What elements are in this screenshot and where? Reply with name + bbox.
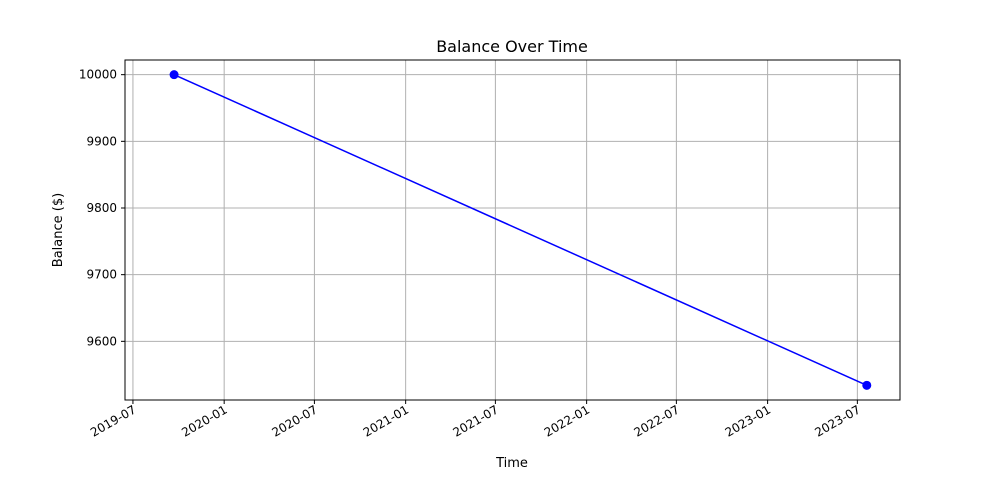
series-layer — [169, 70, 872, 390]
grid-lines — [125, 60, 900, 400]
y-tick-label: 9800 — [86, 201, 117, 215]
data-point — [169, 70, 179, 80]
y-tick-label: 9600 — [86, 334, 117, 348]
chart-title: Balance Over Time — [436, 37, 588, 56]
data-point — [862, 380, 872, 390]
y-tick-label: 9700 — [86, 268, 117, 282]
x-axis-label: Time — [495, 456, 528, 471]
y-tick-label: 9900 — [86, 134, 117, 148]
balance-series-line — [173, 73, 868, 387]
y-tick-label: 10000 — [79, 68, 117, 82]
plot-frame — [124, 59, 901, 401]
y-axis-label: Balance ($) — [51, 193, 66, 267]
